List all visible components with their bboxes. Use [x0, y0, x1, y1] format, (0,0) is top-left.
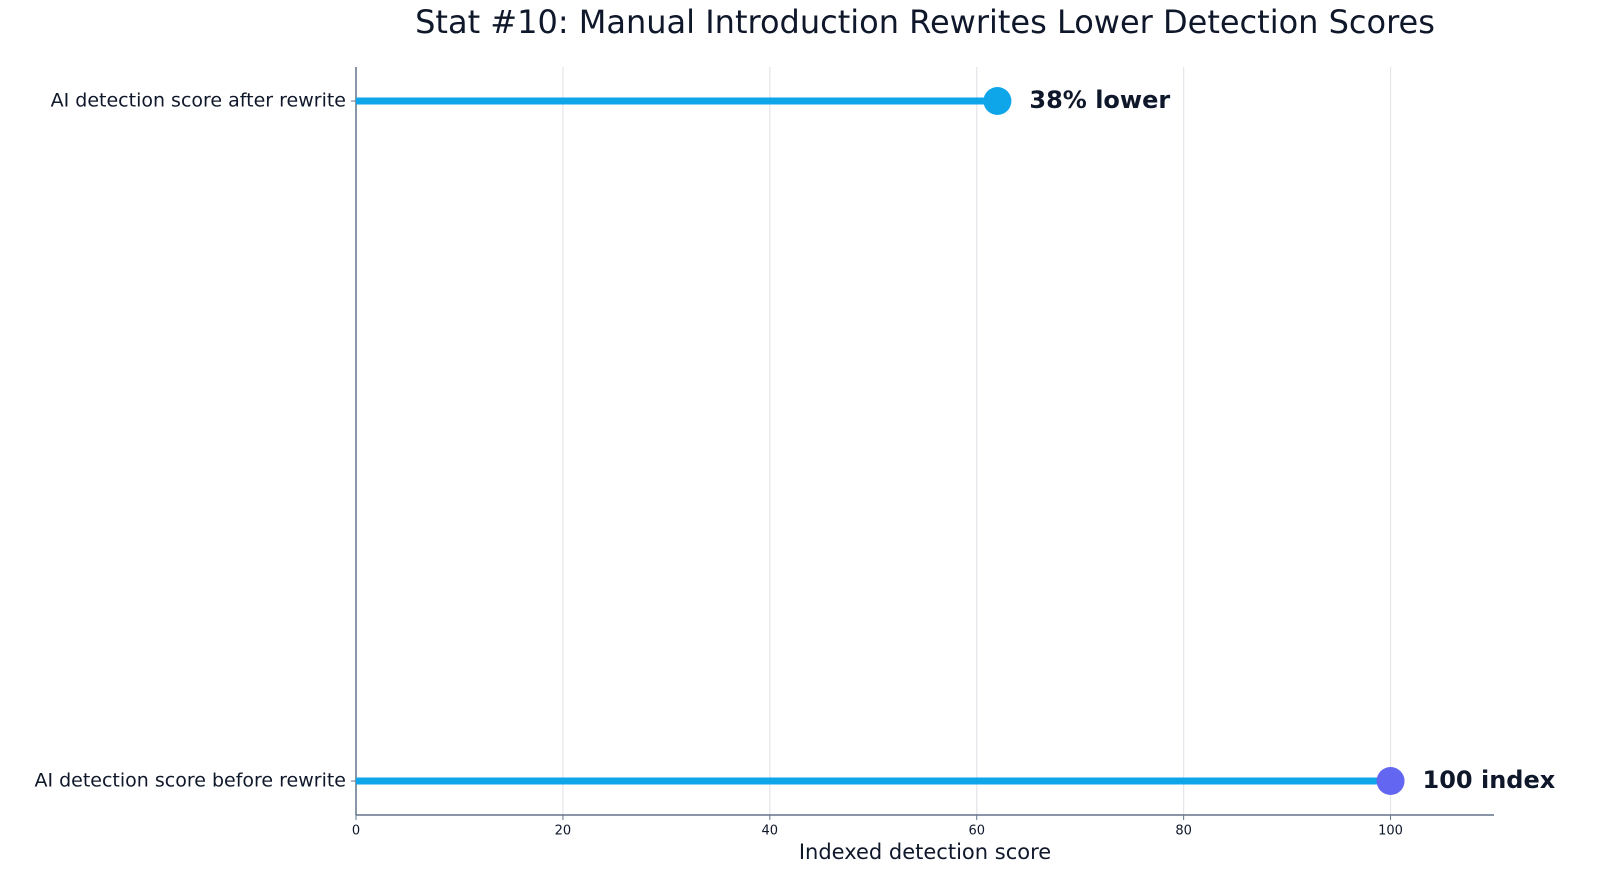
annotation: 38% lower — [1029, 86, 1170, 114]
x-tick-label: 60 — [968, 824, 985, 839]
x-tick-label: 100 — [1378, 824, 1403, 839]
x-tick-label: 40 — [762, 824, 779, 839]
dot — [983, 87, 1012, 115]
x-tick-label: 20 — [555, 824, 572, 839]
x-tick-label: 80 — [1175, 824, 1192, 839]
dot — [1376, 767, 1405, 795]
y-tick-label: AI detection score before rewrite — [34, 770, 346, 792]
x-axis-label: Indexed detection score — [799, 840, 1051, 864]
x-tick-label: 0 — [352, 824, 360, 839]
y-tick-label: AI detection score after rewrite — [51, 90, 346, 112]
chart-title: Stat #10: Manual Introduction Rewrites L… — [415, 3, 1435, 41]
annotation: 100 index — [1423, 766, 1556, 794]
